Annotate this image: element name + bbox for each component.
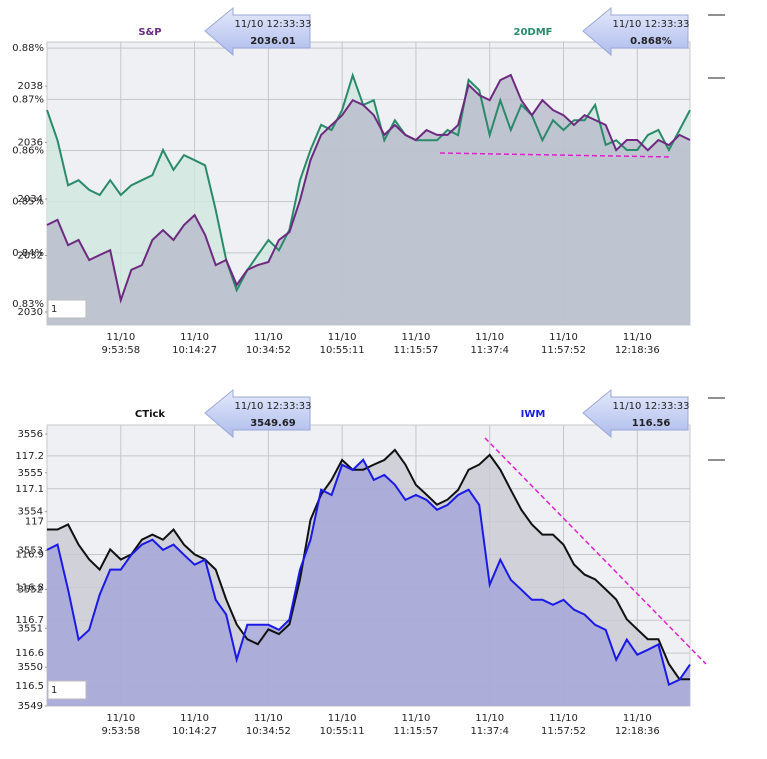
callout-time: 11/10 12:33:33 bbox=[235, 401, 312, 412]
x-tick-label: 11/10 11:57:52 bbox=[541, 713, 586, 737]
input-value: 1 bbox=[51, 304, 57, 315]
series-name: IWM bbox=[521, 409, 546, 420]
trend-line bbox=[484, 437, 707, 665]
x-tick-label: 11/10 9:53:58 bbox=[101, 332, 141, 356]
y2-tick-label: 0.83% bbox=[12, 299, 44, 310]
x-tick-label: 11/10 10:14:27 bbox=[172, 332, 218, 356]
y2-tick-label: 116.6 bbox=[15, 648, 44, 659]
y-tick-label: 3553 bbox=[18, 546, 43, 557]
y-tick-label: 3550 bbox=[18, 662, 43, 673]
y2-tick-label: 117.1 bbox=[15, 484, 44, 495]
series-line bbox=[46, 72, 691, 293]
callout-time: 11/10 12:33:33 bbox=[613, 401, 690, 412]
y-tick-label: 3551 bbox=[18, 623, 43, 634]
y-tick-label: 2030 bbox=[18, 307, 43, 318]
series-name: CTick bbox=[135, 409, 166, 420]
x-tick-label: 11/10 11:37:4 bbox=[470, 332, 509, 356]
y-tick-label: 2032 bbox=[18, 251, 43, 262]
y-tick-label: 2036 bbox=[18, 138, 43, 149]
y2-tick-label: 0.86% bbox=[12, 145, 44, 156]
y2-tick-label: 116.7 bbox=[15, 615, 44, 626]
y2-tick-label: 116.5 bbox=[15, 681, 44, 692]
series-area bbox=[47, 459, 690, 706]
x-tick-label: 11/10 11:37:4 bbox=[470, 713, 509, 737]
callout-value: 2036.01 bbox=[250, 36, 296, 47]
x-tick-label: 11/10 9:53:58 bbox=[101, 713, 141, 737]
y2-tick-label: 0.85% bbox=[12, 197, 44, 208]
x-tick-label: 11/10 12:18:36 bbox=[614, 713, 660, 737]
input-box bbox=[47, 680, 87, 700]
input-box bbox=[47, 299, 87, 319]
y2-tick-label: 116.8 bbox=[15, 582, 44, 593]
y-tick-label: 3554 bbox=[18, 507, 43, 518]
y2-tick-label: 0.88% bbox=[12, 43, 44, 54]
x-tick-label: 11/10 11:15:57 bbox=[393, 713, 439, 737]
callout-value: 3549.69 bbox=[250, 418, 296, 429]
callout-time: 11/10 12:33:33 bbox=[613, 19, 690, 30]
series-area bbox=[47, 75, 690, 325]
series-line bbox=[46, 458, 691, 687]
input-value: 1 bbox=[51, 685, 57, 696]
callout-value: 0.868% bbox=[630, 36, 672, 47]
y2-tick-label: 0.84% bbox=[12, 248, 44, 259]
callout-arrow bbox=[582, 6, 689, 57]
series-name: 20DMF bbox=[514, 27, 553, 38]
callout-arrow bbox=[204, 388, 311, 439]
y-tick-label: 3552 bbox=[18, 584, 43, 595]
x-tick-label: 11/10 12:18:36 bbox=[614, 332, 660, 356]
callout-arrow bbox=[582, 388, 689, 439]
x-tick-label: 11/10 10:55:11 bbox=[319, 332, 365, 356]
callout-value: 116.56 bbox=[632, 418, 671, 429]
y-tick-label: 3556 bbox=[18, 429, 43, 440]
x-tick-label: 11/10 10:34:52 bbox=[245, 332, 291, 356]
x-tick-label: 11/10 10:14:27 bbox=[172, 713, 218, 737]
x-tick-label: 11/10 11:57:52 bbox=[541, 332, 586, 356]
x-tick-label: 11/10 10:34:52 bbox=[245, 713, 291, 737]
callout-time: 11/10 12:33:33 bbox=[235, 19, 312, 30]
y2-tick-label: 116.9 bbox=[15, 549, 44, 560]
series-name: S&P bbox=[138, 27, 161, 38]
y-tick-label: 2034 bbox=[18, 194, 43, 205]
callout-arrow bbox=[204, 6, 311, 57]
x-tick-label: 11/10 10:55:11 bbox=[319, 713, 365, 737]
trend-line bbox=[439, 152, 673, 158]
series-line bbox=[46, 73, 691, 304]
y-tick-label: 3549 bbox=[18, 701, 43, 712]
y2-tick-label: 117.2 bbox=[15, 451, 44, 462]
y-tick-label: 2038 bbox=[18, 81, 43, 92]
y2-tick-label: 0.87% bbox=[12, 94, 44, 105]
y2-tick-label: 117 bbox=[25, 517, 44, 528]
y-tick-label: 3555 bbox=[18, 468, 43, 479]
series-line bbox=[47, 448, 690, 681]
x-tick-label: 11/10 11:15:57 bbox=[393, 332, 439, 356]
